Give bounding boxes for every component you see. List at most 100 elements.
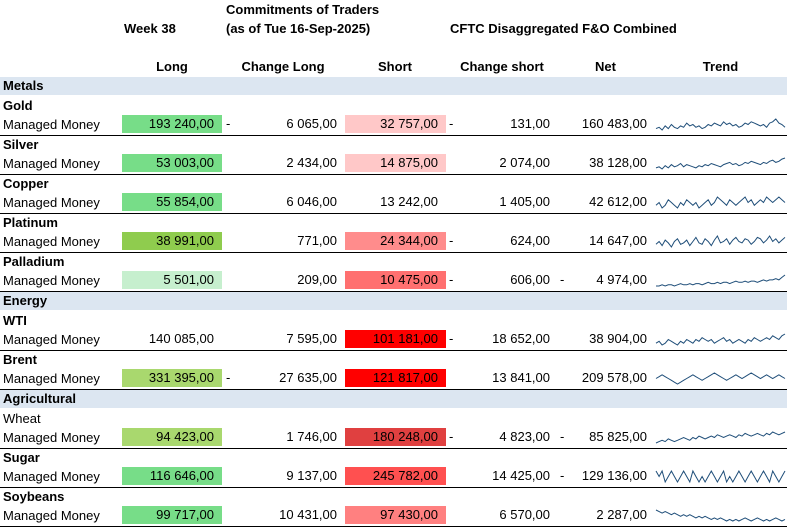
table-row: Brent Managed Money 331 395,00- 27 635,00 12… <box>0 350 787 390</box>
trend-line <box>655 431 786 444</box>
table-row: Palladium Managed Money 5 501,00 209,00 10 4… <box>0 252 787 292</box>
net-value: 38 128,00 <box>589 155 647 170</box>
change-short-value: 2 074,00 <box>499 155 550 170</box>
commodity-name: Copper <box>3 176 49 191</box>
long-value: 99 717,00 <box>122 506 222 524</box>
trader-category: Managed Money <box>3 332 100 347</box>
commodity-name: Platinum <box>3 215 58 230</box>
col-header-long: Long <box>156 59 188 74</box>
table-row: Sugar Managed Money 116 646,00 9 137,00 245 … <box>0 448 787 488</box>
change-long-value: 6 065,00 <box>286 116 337 131</box>
change-long-value: 10 431,00 <box>279 507 337 522</box>
trader-category: Managed Money <box>3 469 100 484</box>
short-value: 180 248,00 <box>345 428 446 446</box>
net-value: 160 483,00 <box>581 116 647 131</box>
net-value: 38 904,00 <box>589 331 647 346</box>
table-row: Wheat Managed Money 94 423,00 1 746,00 180 2… <box>0 409 787 449</box>
trader-category: Managed Money <box>3 508 100 523</box>
trend-line <box>656 274 786 287</box>
change-short-value: 1 405,00 <box>499 194 550 209</box>
commodity-name: WTI <box>3 313 27 328</box>
trend-sparkline <box>655 235 786 248</box>
change-short-value: 606,00 <box>510 272 550 287</box>
short-value: 32 757,00 <box>345 115 446 133</box>
trend-sparkline <box>655 372 786 385</box>
net-value: 85 825,00 <box>589 429 647 444</box>
net-value: 14 647,00 <box>589 233 647 248</box>
commodity-name: Gold <box>3 98 33 113</box>
trend-line <box>655 469 786 484</box>
section-title: Metals <box>3 78 44 93</box>
trend-line <box>655 235 786 248</box>
short-value: 14 875,00 <box>345 154 446 172</box>
change-long-value: 9 137,00 <box>286 468 337 483</box>
table-row: Gold Managed Money 193 240,00- 6 065,00 32 7… <box>0 96 787 136</box>
commodity-name: Brent <box>3 352 37 367</box>
section-title: Agricultural <box>3 391 76 406</box>
trader-category: Managed Money <box>3 234 100 249</box>
section-header-agricultural: Agricultural <box>0 390 787 408</box>
trend-line <box>655 157 786 170</box>
commodity-name: Palladium <box>3 254 65 269</box>
long-value: 331 395,00 <box>122 369 222 387</box>
table-row: Soybeans Managed Money 99 717,00 10 431,00 9… <box>0 487 787 527</box>
short-value: 97 430,00 <box>345 506 446 524</box>
trader-category: Managed Money <box>3 195 100 210</box>
section-header-energy: Energy <box>0 292 787 310</box>
net-value: 42 612,00 <box>589 194 647 209</box>
change-long-sign: - <box>226 116 231 131</box>
trend-sparkline <box>655 333 786 346</box>
long-value: 94 423,00 <box>122 428 222 446</box>
long-value: 140 085,00 <box>122 330 222 348</box>
short-value: 24 344,00 <box>345 232 446 250</box>
trend-sparkline <box>655 469 786 484</box>
net-sign: - <box>560 429 565 444</box>
short-value: 10 475,00 <box>345 271 446 289</box>
col-header-trend: Trend <box>702 59 739 74</box>
trader-category: Managed Money <box>3 371 100 386</box>
long-value: 55 854,00 <box>122 193 222 211</box>
trader-category: Managed Money <box>3 430 100 445</box>
trend-sparkline <box>655 157 786 170</box>
change-long-value: 2 434,00 <box>286 155 337 170</box>
week-label: Week 38 <box>124 21 176 36</box>
change-long-value: 6 046,00 <box>286 194 337 209</box>
long-value: 5 501,00 <box>122 271 222 289</box>
net-value: 2 287,00 <box>596 507 647 522</box>
trader-category: Managed Money <box>3 117 100 132</box>
change-long-value: 771,00 <box>297 233 337 248</box>
trend-sparkline <box>655 509 786 522</box>
net-value: 4 974,00 <box>596 272 647 287</box>
long-value: 38 991,00 <box>122 232 222 250</box>
long-value: 193 240,00 <box>122 115 222 133</box>
commodity-name: Wheat <box>3 411 41 426</box>
table-row: WTI Managed Money 140 085,00 7 595,00 101 18… <box>0 311 787 351</box>
net-sign: - <box>560 468 565 483</box>
table-row: Platinum Managed Money 38 991,00 771,00 24 3… <box>0 213 787 253</box>
trend-line <box>655 509 786 522</box>
change-short-value: 6 570,00 <box>499 507 550 522</box>
trend-line <box>655 118 786 131</box>
trend-sparkline <box>656 274 786 287</box>
report-source: CFTC Disaggregated F&O Combined <box>450 21 677 36</box>
short-value: 121 817,00 <box>345 369 446 387</box>
change-long-value: 209,00 <box>297 272 337 287</box>
trend-sparkline <box>655 118 786 131</box>
trend-line <box>655 372 786 385</box>
col-header-change-short: Change short <box>460 59 544 74</box>
col-header-change-long: Change Long <box>241 59 325 74</box>
change-long-sign: - <box>226 370 231 385</box>
change-long-value: 1 746,00 <box>286 429 337 444</box>
report-title: Commitments of Traders <box>226 2 380 17</box>
change-long-value: 27 635,00 <box>279 370 337 385</box>
section-header-metals: Metals <box>0 77 787 95</box>
report-date: (as of Tue 16-Sep-2025) <box>226 21 371 36</box>
change-short-sign: - <box>449 429 454 444</box>
trend-line <box>655 196 786 209</box>
net-value: 129 136,00 <box>581 468 647 483</box>
change-long-value: 7 595,00 <box>286 331 337 346</box>
trend-line <box>655 333 786 346</box>
commodity-name: Sugar <box>3 450 40 465</box>
net-sign: - <box>560 272 565 287</box>
trader-category: Managed Money <box>3 156 100 171</box>
